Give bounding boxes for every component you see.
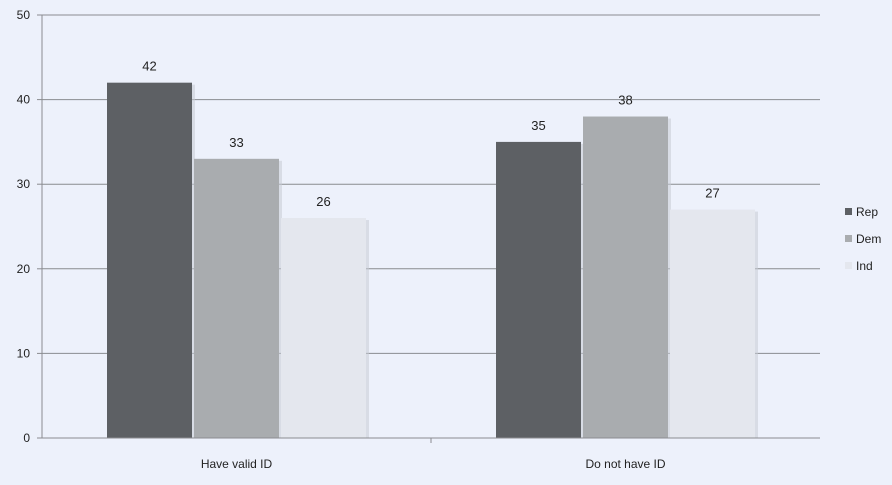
- x-category-label: Have valid ID: [201, 457, 273, 471]
- bar-value-label: 38: [618, 93, 632, 108]
- y-tick-label: 20: [17, 262, 31, 276]
- y-tick-label: 40: [17, 93, 31, 107]
- labels: 0 10 20 30 40 50 Have valid ID 42 33 26 Do not hav…: [17, 8, 720, 471]
- axes: [37, 14, 820, 443]
- legend-label-ind: Ind: [856, 259, 873, 273]
- bar-value-label: 27: [705, 186, 719, 201]
- legend-swatch-rep: [845, 208, 852, 215]
- bar-rep-0: [107, 82, 192, 439]
- bar-value-label: 35: [531, 118, 545, 133]
- legend-label-rep: Rep: [856, 205, 878, 219]
- bar-value-label: 33: [229, 135, 243, 150]
- legend-label-dem: Dem: [856, 232, 881, 246]
- bars: [107, 82, 758, 439]
- bar-ind-0: [281, 218, 366, 438]
- bar-dem-1: [583, 116, 668, 439]
- y-tick-label: 10: [17, 346, 31, 360]
- legend-swatch-ind: [845, 262, 852, 269]
- y-tick-label: 50: [17, 8, 31, 22]
- y-tick-label: 30: [17, 177, 31, 191]
- bar-ind-1: [670, 209, 755, 438]
- legend: Rep Dem Ind: [845, 205, 881, 273]
- bar-rep-1: [496, 141, 581, 438]
- bar-value-label: 42: [142, 59, 156, 74]
- bar-dem-0: [194, 158, 279, 438]
- bar-value-label: 26: [316, 194, 330, 209]
- x-category-label: Do not have ID: [585, 457, 665, 471]
- legend-swatch-dem: [845, 235, 852, 242]
- y-tick-label: 0: [23, 431, 30, 445]
